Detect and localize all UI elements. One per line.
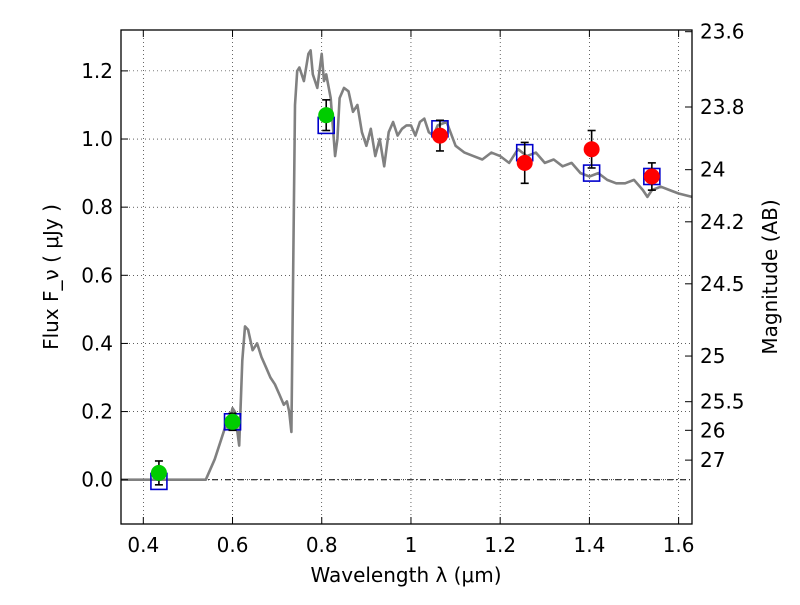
- x-tick-label: 1.2: [484, 533, 516, 557]
- y-tick-label: 0.8: [81, 195, 113, 219]
- ticks-layer: 0.4 0.6 0.8 1 1.2 1.4 1.6 0.0 0.2 0.4 0.6 0.8 1.0 1.2…: [81, 20, 744, 557]
- plot-area: [121, 30, 692, 524]
- photometry-point: [516, 154, 533, 171]
- series-layer: [121, 49, 693, 491]
- right-tick-label: 27: [700, 448, 725, 472]
- right-tick-label: 24.5: [700, 272, 745, 296]
- photometry-point: [583, 141, 600, 158]
- y-tick-label: 0.6: [81, 263, 113, 287]
- y-tick-label: 1.0: [81, 127, 113, 151]
- right-tick-label: 26: [700, 418, 725, 442]
- x-tick-label: 1.4: [573, 533, 605, 557]
- photometry-point: [431, 127, 448, 144]
- right-tick-label: 24: [700, 158, 725, 182]
- y-tick-label: 0.4: [81, 331, 113, 355]
- right-tick-label: 24.2: [700, 210, 745, 234]
- y-tick-label: 0.0: [81, 468, 113, 492]
- template-spectrum-line: [121, 49, 693, 482]
- right-tick-label: 23.6: [700, 20, 745, 44]
- photometry-point: [318, 107, 335, 124]
- x-axis-title: Wavelength λ (μm): [310, 563, 501, 587]
- photometry-point: [150, 464, 167, 481]
- x-tick-label: 0.8: [306, 533, 338, 557]
- right-tick-label: 25.5: [700, 390, 745, 414]
- plot-frame: [120, 29, 693, 525]
- y-tick-label: 1.2: [81, 59, 113, 83]
- x-tick-label: 0.4: [127, 533, 159, 557]
- photometry-point: [643, 168, 660, 185]
- x-tick-label: 1: [405, 533, 418, 557]
- y-tick-label: 0.2: [81, 400, 113, 424]
- x-tick-label: 1.6: [663, 533, 695, 557]
- right-tick-label: 23.8: [700, 95, 745, 119]
- right-axis-title: Magnitude (AB): [758, 199, 782, 354]
- x-tick-label: 0.6: [217, 533, 249, 557]
- y-axis-title: Flux F_ν ( μJy ): [39, 204, 63, 350]
- right-tick-label: 25: [700, 344, 725, 368]
- photometry-point: [224, 413, 241, 430]
